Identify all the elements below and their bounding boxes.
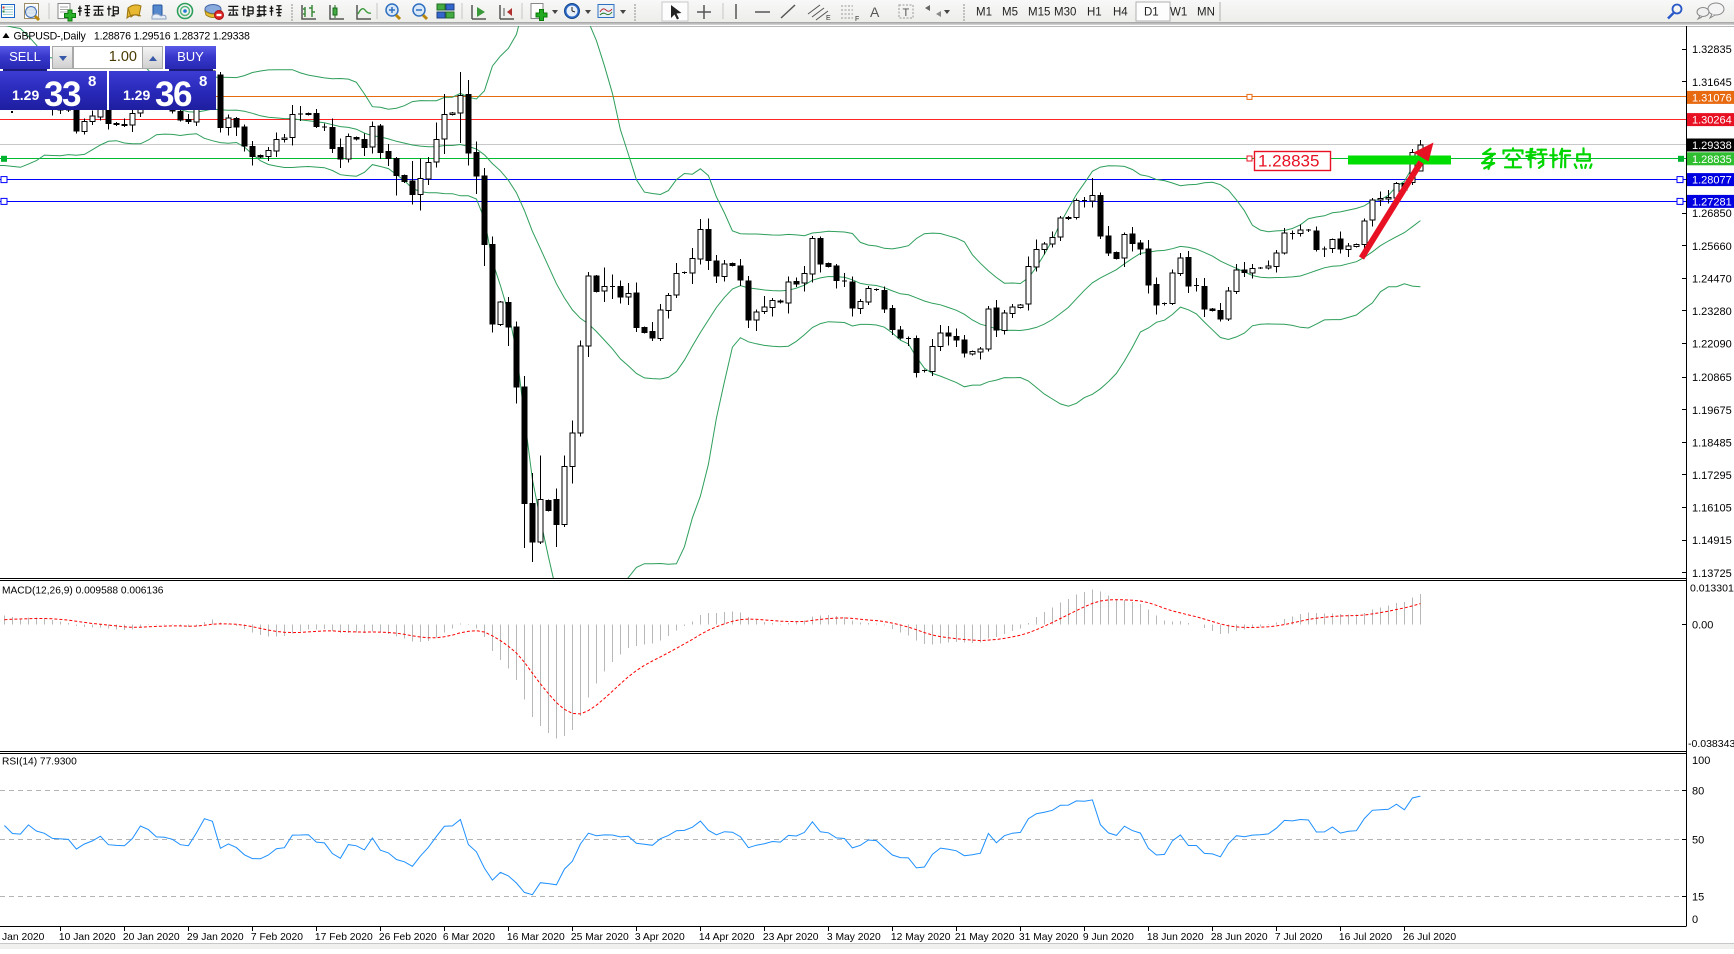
svg-text:A: A	[870, 4, 880, 20]
svg-text:15: 15	[1692, 892, 1704, 904]
svg-text:1.16105: 1.16105	[1692, 503, 1732, 515]
svg-text:1.18485: 1.18485	[1692, 437, 1732, 449]
svg-text:16 Mar 2020: 16 Mar 2020	[507, 932, 565, 943]
svg-text:14 Apr 2020: 14 Apr 2020	[699, 932, 755, 943]
svg-text:9 Jun 2020: 9 Jun 2020	[1083, 932, 1134, 943]
svg-text:3 Apr 2020: 3 Apr 2020	[635, 932, 685, 943]
svg-text:7 Jul 2020: 7 Jul 2020	[1275, 932, 1323, 943]
svg-text:3 May 2020: 3 May 2020	[827, 932, 881, 943]
svg-text:M30: M30	[1054, 7, 1076, 19]
svg-text:MN: MN	[1197, 7, 1215, 19]
svg-text:50: 50	[1692, 835, 1704, 847]
svg-text:0: 0	[1692, 914, 1698, 926]
svg-text:1.24470: 1.24470	[1692, 273, 1732, 285]
svg-text:M5: M5	[1002, 7, 1018, 19]
svg-text:28 Jun 2020: 28 Jun 2020	[1211, 932, 1268, 943]
svg-text:0.00: 0.00	[1692, 620, 1713, 632]
svg-text:T: T	[903, 7, 910, 19]
svg-text:RSI(14) 77.9300: RSI(14) 77.9300	[2, 757, 77, 768]
svg-text:1.30264: 1.30264	[1692, 115, 1732, 127]
svg-text:0.013301: 0.013301	[1690, 583, 1734, 595]
svg-text:MACD(12,26,9) 0.009588 0.00613: MACD(12,26,9) 0.009588 0.006136	[2, 586, 164, 597]
svg-text:16 Jul 2020: 16 Jul 2020	[1339, 932, 1393, 943]
svg-text:1.23280: 1.23280	[1692, 306, 1732, 318]
svg-text:20 Jan 2020: 20 Jan 2020	[123, 932, 180, 943]
svg-text:1.28077: 1.28077	[1692, 175, 1732, 187]
svg-text:-0.038343: -0.038343	[1688, 738, 1734, 750]
svg-text:12 May 2020: 12 May 2020	[891, 932, 951, 943]
svg-text:1.20865: 1.20865	[1692, 372, 1732, 384]
svg-text:1.25660: 1.25660	[1692, 241, 1732, 253]
svg-text:1.17295: 1.17295	[1692, 470, 1732, 482]
svg-text:1.28835: 1.28835	[1258, 152, 1319, 171]
svg-text:1.27281: 1.27281	[1692, 196, 1732, 208]
svg-text:GBPUSD-,Daily 1.28876 1.2951: GBPUSD-,Daily 1.28876 1.29516 1.28372 1.…	[14, 31, 250, 43]
svg-text:M15: M15	[1028, 7, 1050, 19]
svg-text:1.19675: 1.19675	[1692, 405, 1732, 417]
svg-text:F: F	[855, 16, 859, 22]
svg-text:18 Jun 2020: 18 Jun 2020	[1147, 932, 1204, 943]
svg-text:H1: H1	[1087, 7, 1102, 19]
svg-text:23 Apr 2020: 23 Apr 2020	[763, 932, 819, 943]
svg-text:E: E	[826, 15, 831, 22]
svg-text:21 May 2020: 21 May 2020	[955, 932, 1015, 943]
svg-text:29 Jan 2020: 29 Jan 2020	[187, 932, 244, 943]
svg-text:D1: D1	[1144, 7, 1159, 19]
svg-text:7 Feb 2020: 7 Feb 2020	[251, 932, 303, 943]
svg-text:1.13725: 1.13725	[1692, 568, 1732, 580]
svg-text:26 Jul 2020: 26 Jul 2020	[1403, 932, 1457, 943]
svg-text:80: 80	[1692, 786, 1704, 798]
svg-text:31 May 2020: 31 May 2020	[1019, 932, 1079, 943]
svg-text:1.31645: 1.31645	[1692, 77, 1732, 89]
svg-text:1.26850: 1.26850	[1692, 208, 1732, 220]
svg-text:10 Jan 2020: 10 Jan 2020	[59, 932, 116, 943]
svg-text:26 Feb 2020: 26 Feb 2020	[379, 932, 437, 943]
svg-text:6 Mar 2020: 6 Mar 2020	[443, 932, 495, 943]
svg-text:17 Feb 2020: 17 Feb 2020	[315, 932, 373, 943]
svg-text:25 Mar 2020: 25 Mar 2020	[571, 932, 629, 943]
svg-text:W1: W1	[1170, 7, 1187, 19]
svg-text:H4: H4	[1113, 7, 1128, 19]
svg-text:1.14915: 1.14915	[1692, 535, 1732, 547]
svg-text:1.22090: 1.22090	[1692, 339, 1732, 351]
svg-text:1.29338: 1.29338	[1692, 140, 1732, 152]
svg-text:M1: M1	[976, 7, 992, 19]
svg-text:Jan 2020: Jan 2020	[2, 932, 45, 943]
svg-text:1.28835: 1.28835	[1692, 154, 1732, 166]
svg-text:1.31076: 1.31076	[1692, 92, 1732, 104]
svg-text:1.32835: 1.32835	[1692, 44, 1732, 56]
svg-text:100: 100	[1692, 755, 1710, 767]
